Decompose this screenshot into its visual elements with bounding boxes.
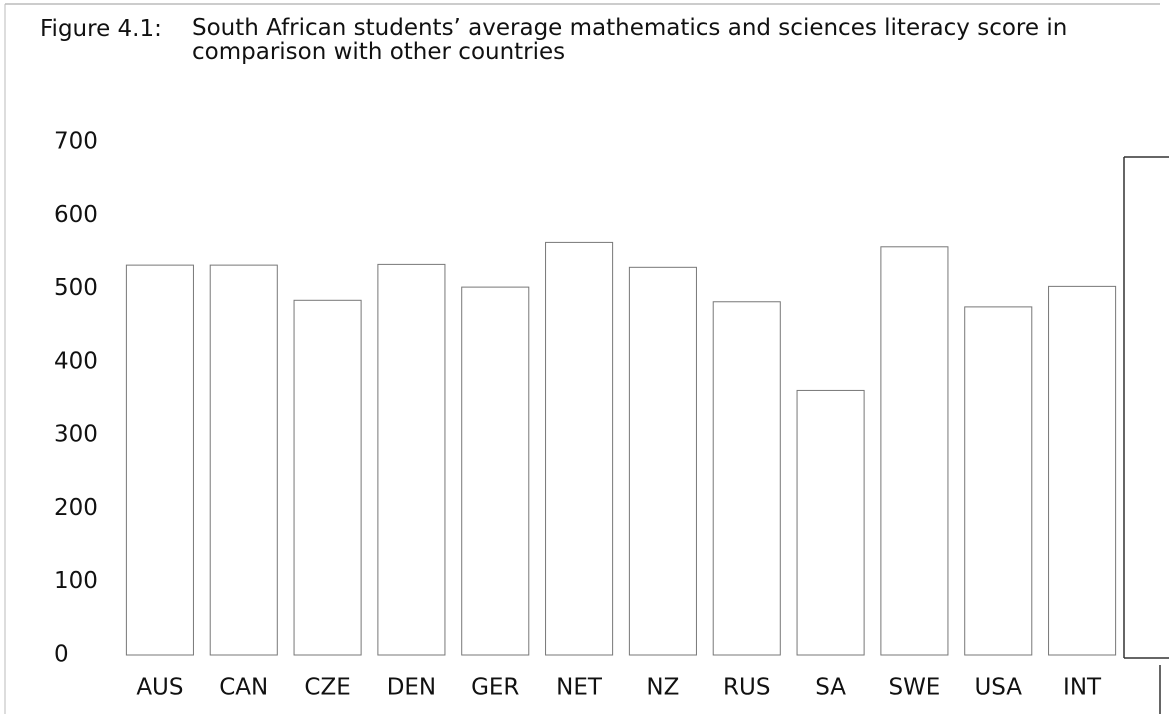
x-tick-label: CAN (219, 675, 268, 701)
figure-label: Figure 4.1: (40, 16, 162, 42)
x-tick-label: INT (1063, 675, 1102, 701)
bar (545, 241, 614, 656)
bar (125, 264, 194, 656)
bar (712, 301, 781, 656)
bar (880, 246, 949, 656)
x-tick-label: NZ (646, 675, 679, 701)
y-tick-label: 0 (54, 642, 69, 668)
x-tick-label: NET (556, 675, 603, 701)
x-tick-label: AUS (136, 675, 183, 701)
x-tick-label: SA (815, 675, 846, 701)
x-tick-label: CZE (304, 675, 350, 701)
y-tick-label: 100 (54, 568, 98, 594)
x-tick-label: RUS (723, 675, 770, 701)
bar (209, 264, 278, 656)
x-tick-label: DEN (387, 675, 436, 701)
bar (964, 306, 1033, 656)
bar (1048, 285, 1117, 656)
y-tick-label: 300 (54, 422, 98, 448)
bar (628, 266, 697, 656)
x-tick-label: GER (471, 675, 519, 701)
x-tick-label: SWE (888, 675, 940, 701)
bar (796, 389, 865, 656)
y-tick-label: 500 (54, 275, 98, 301)
y-tick-label: 600 (54, 202, 98, 228)
bar (461, 286, 530, 656)
y-tick-label: 200 (54, 495, 98, 521)
chart-title: South African students’ average mathemat… (192, 15, 1068, 65)
x-tick-label: USA (974, 675, 1022, 701)
bar (293, 299, 362, 656)
bar (377, 263, 446, 656)
y-tick-label: 400 (54, 348, 98, 374)
y-tick-label: 700 (54, 129, 98, 155)
